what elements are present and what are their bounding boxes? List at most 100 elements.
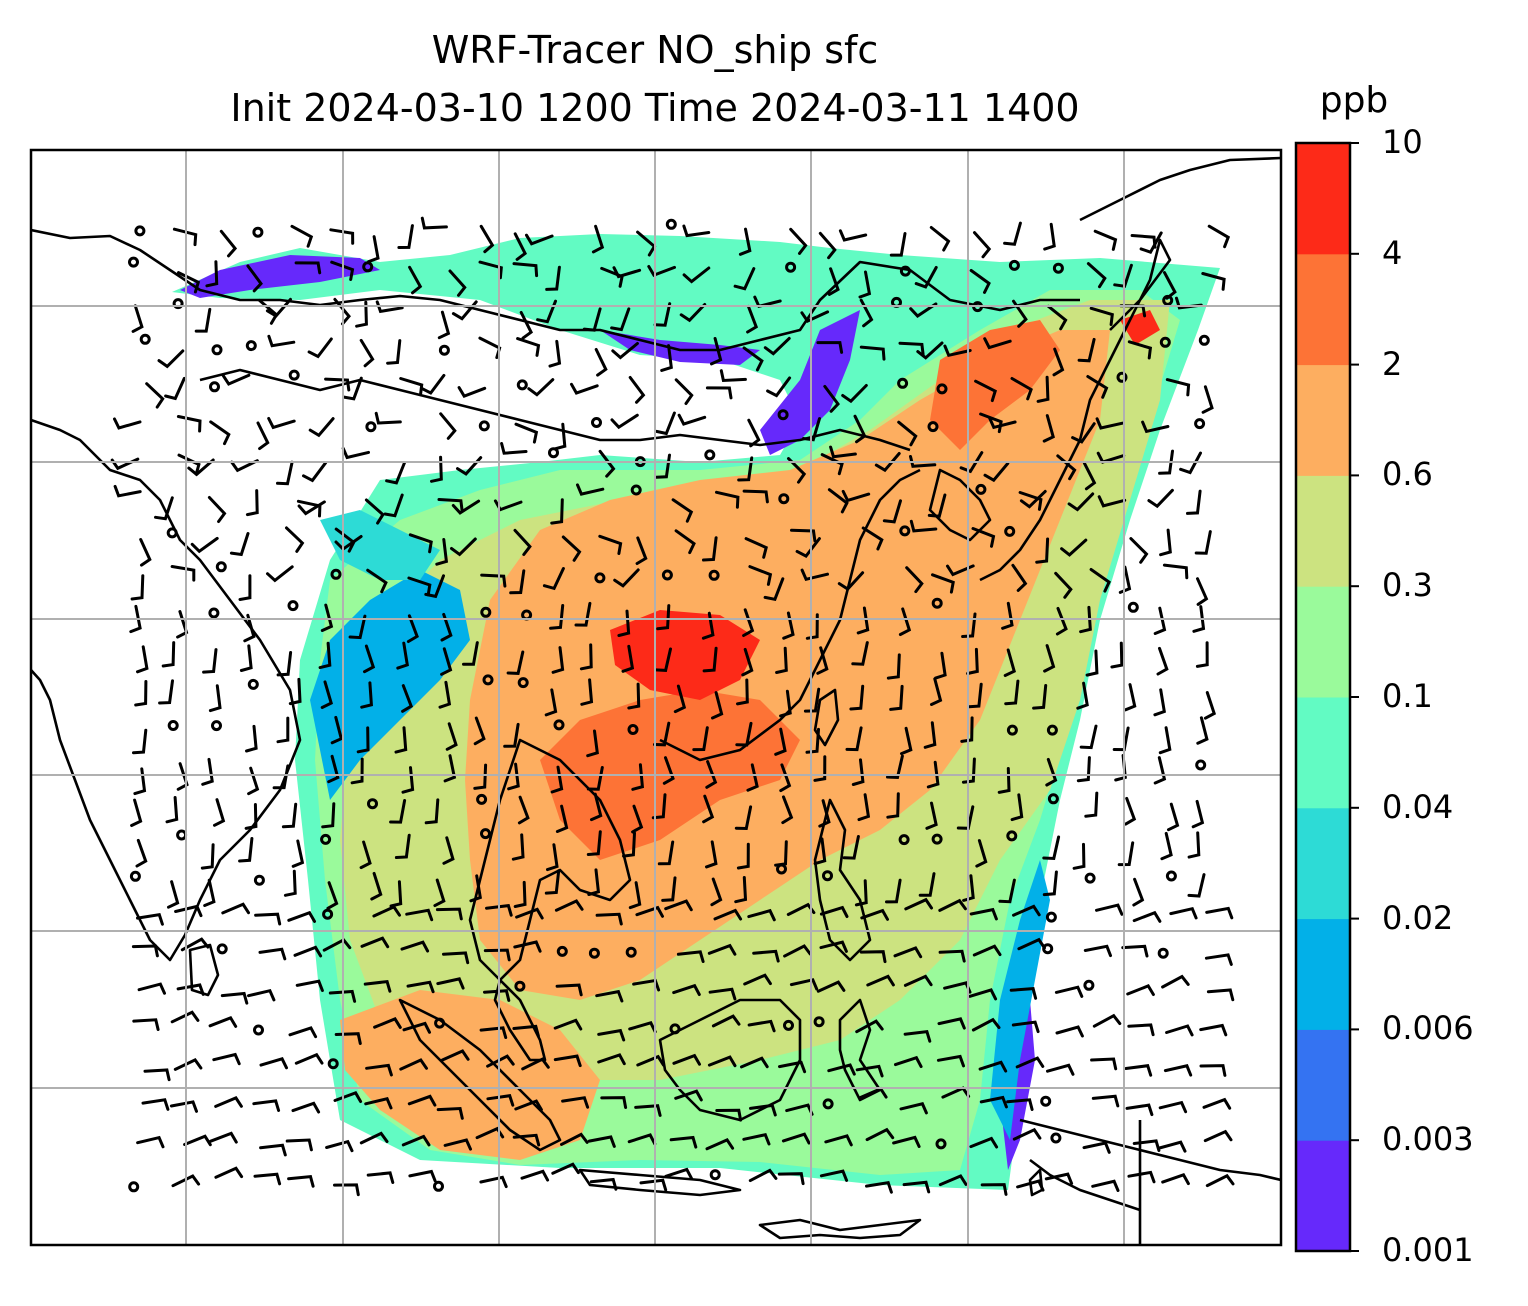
wind-barb [968,988,998,1001]
calm-circle [253,1024,264,1036]
wind-barb [256,421,270,451]
wind-barb [1011,563,1028,592]
wind-barb [285,1138,313,1152]
wind-barb [509,569,526,595]
calm-circle [899,525,911,537]
wind-barb [545,265,561,291]
calm-circle [661,569,673,581]
wind-barb [971,1017,1001,1032]
field-low-purple-northwest [180,255,380,298]
wind-barb [893,946,923,959]
wind-barb [591,224,605,254]
wind-barb [931,573,955,594]
wind-barb [587,1135,616,1148]
wind-barb [548,339,562,368]
wind-barb [960,716,974,743]
wind-barb [905,566,924,594]
wind-barb [909,519,938,533]
wind-barb [503,722,520,748]
wind-barb [962,874,975,902]
wind-barb [1035,537,1050,564]
calm-circle [625,946,637,958]
wind-barb [923,721,937,749]
wind-barb [520,1169,550,1182]
wind-barb [1093,229,1118,251]
wind-barb [702,646,718,673]
wind-barb [190,536,219,554]
wind-barb [752,949,780,963]
wind-barb [653,721,671,747]
wind-barb [555,983,583,997]
wind-barb [737,456,754,482]
wind-barb [943,344,972,358]
wind-barb [1124,683,1137,712]
wind-barb [600,1096,628,1109]
wind-barb [929,226,951,252]
wind-barb [445,722,458,751]
wind-barb [827,488,849,514]
wind-barb [469,874,482,903]
wind-barb [827,267,840,296]
wind-barb [553,422,567,451]
wind-barb [394,726,408,754]
wind-barb [550,498,564,525]
wind-barb [397,224,414,249]
wind-barb [937,1017,966,1030]
wind-barb [959,451,984,474]
wind-barb [1071,422,1096,444]
calm-circle [172,298,184,310]
colorbar-tick-label: 0.001 [1382,1231,1474,1269]
wind-barb [456,456,483,476]
wind-barb [1179,451,1202,475]
wind-barb [363,644,376,674]
wind-barb [813,755,827,782]
wind-barb [1046,1063,1075,1076]
wind-barb [374,411,402,425]
wind-barb [1187,873,1206,898]
wind-barb [1124,1064,1153,1077]
wind-barb [1124,796,1137,826]
wind-barb [131,944,159,958]
wind-barb [1054,571,1073,599]
wind-barb [664,899,693,912]
wind-barb [259,1143,287,1157]
colorbar-segment [1296,1029,1350,1141]
wind-barb [903,974,933,987]
wind-barb [544,688,558,717]
wind-barb [860,908,889,921]
wind-barb [1195,641,1209,668]
wind-barb [980,1183,1008,1196]
wind-barb [205,260,219,288]
wind-barb [824,1134,853,1147]
wind-barb [651,793,667,820]
wind-barb [435,907,463,921]
wind-barb [701,611,715,640]
wind-barb [669,1135,698,1149]
wind-barb [838,229,868,242]
calm-circle [166,527,178,539]
wind-barb [536,299,557,324]
wind-barb [978,1060,1008,1073]
wind-barb [610,307,631,332]
wind-barb [136,645,149,674]
wind-barb [742,1132,771,1146]
wind-barb [594,348,608,377]
wind-barb [324,377,351,392]
calm-circle [215,561,227,573]
coastline-newguinea [1019,1118,1281,1245]
field-cyan-west [320,510,440,580]
wind-barb [621,644,635,673]
calm-circle [129,870,141,882]
wind-barb [1206,988,1235,1002]
wind-barb [1042,870,1058,897]
wind-barb [139,538,152,567]
coastline-indochina [468,738,632,982]
wind-barb [983,337,1012,350]
calm-circle [480,828,491,840]
calm-circle [1052,262,1064,274]
wind-barb [705,386,733,400]
colorbar-frame [1294,141,1352,1253]
calm-circle [1165,870,1177,882]
wind-barb [674,378,694,405]
wind-barb [551,1162,580,1175]
